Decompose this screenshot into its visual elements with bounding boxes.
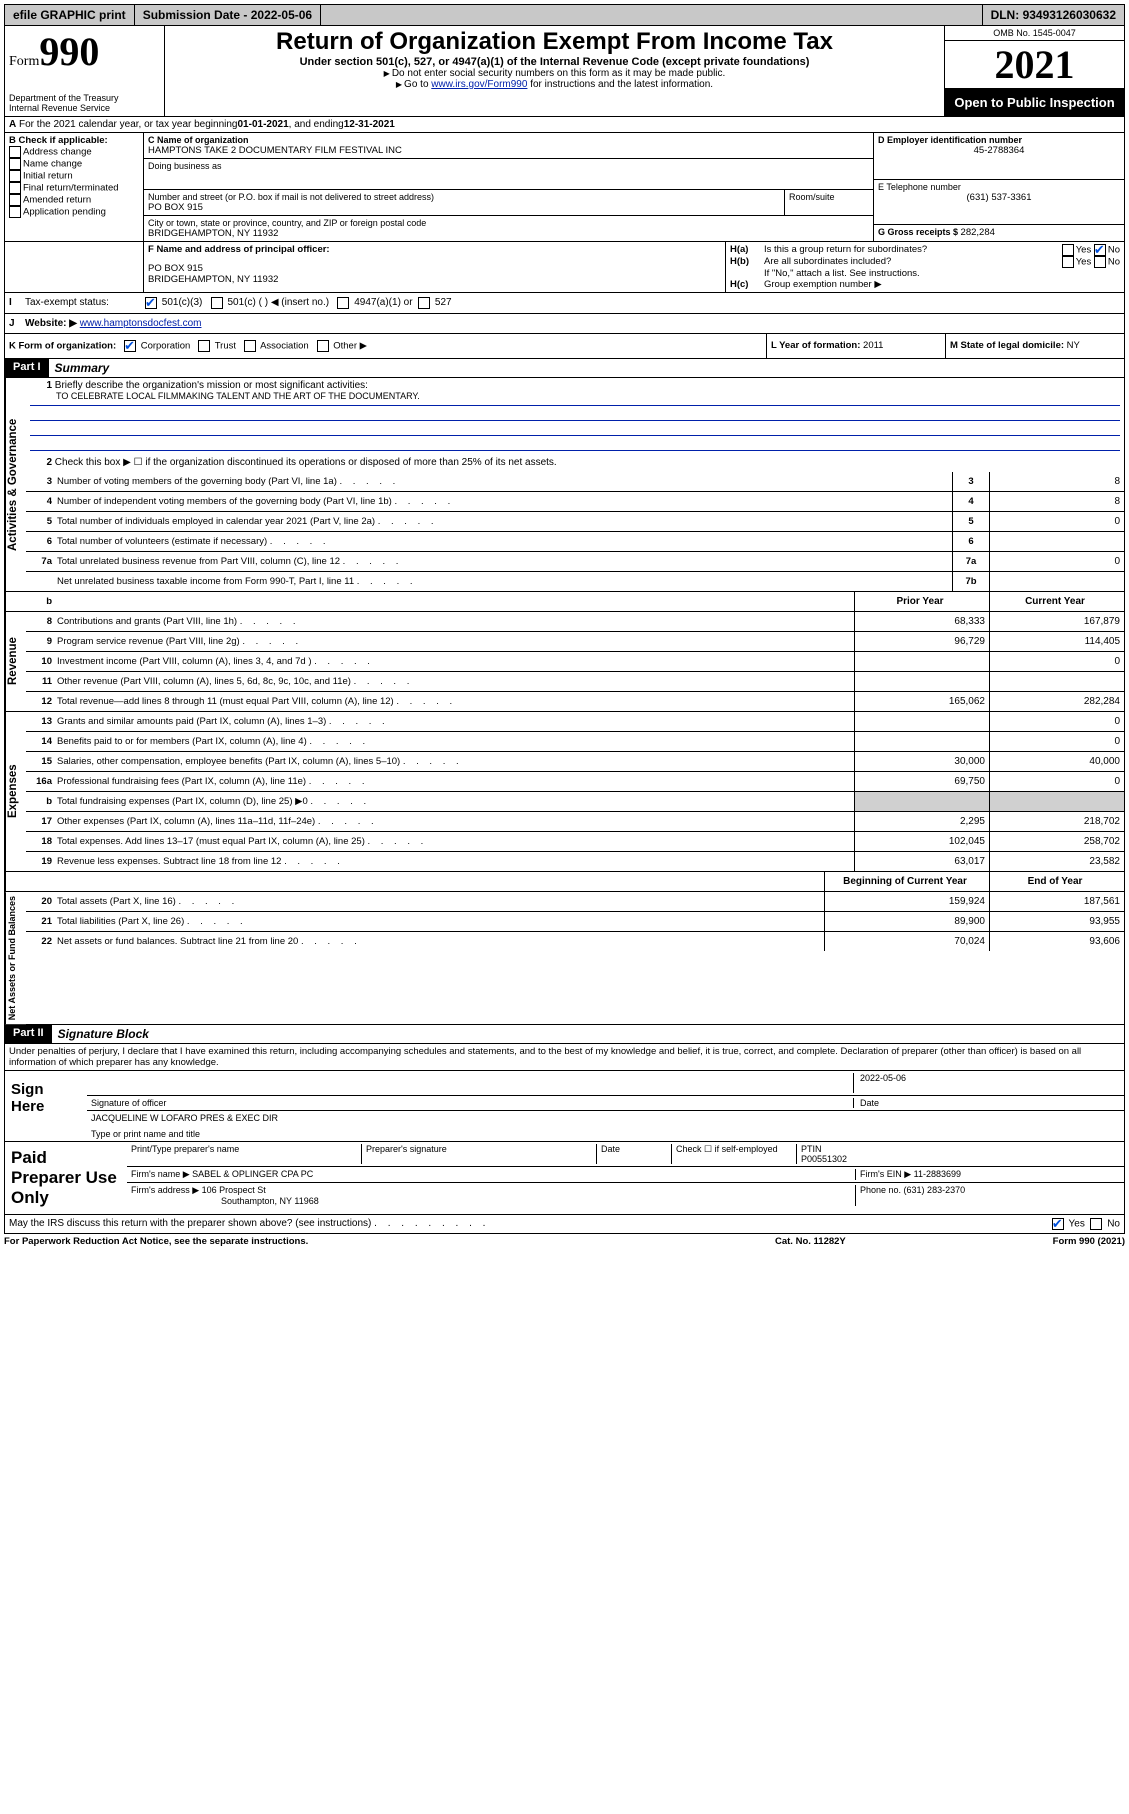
summary-line: 4Number of independent voting members of…: [26, 492, 1124, 512]
summary-line: 16aProfessional fundraising fees (Part I…: [26, 772, 1124, 792]
street: PO BOX 915: [148, 202, 780, 213]
summary-line: 8Contributions and grants (Part VIII, li…: [26, 612, 1124, 632]
dept-treasury: Department of the Treasury Internal Reve…: [9, 93, 160, 113]
summary-line: 17Other expenses (Part IX, column (A), l…: [26, 812, 1124, 832]
block-f-h: F Name and address of principal officer:…: [4, 242, 1125, 293]
line-a: A For the 2021 calendar year, or tax yea…: [4, 117, 1125, 133]
dln: DLN: 93493126030632: [982, 5, 1124, 25]
section-deg: D Employer identification number 45-2788…: [874, 133, 1124, 241]
net-header: Beginning of Current Year End of Year: [4, 872, 1125, 892]
section-b: B Check if applicable: Address change Na…: [5, 133, 144, 241]
part2-header: Part II Signature Block: [4, 1025, 1125, 1044]
line-j: J Website: ▶ www.hamptonsdocfest.com: [4, 314, 1125, 334]
form-title: Return of Organization Exempt From Incom…: [171, 28, 938, 56]
submission-date: Submission Date - 2022-05-06: [135, 5, 321, 25]
part1-header: Part I Summary: [4, 359, 1125, 378]
summary-line: 5Total number of individuals employed in…: [26, 512, 1124, 532]
header-mid: Return of Organization Exempt From Incom…: [165, 26, 944, 116]
phone: (631) 537-3361: [878, 192, 1120, 203]
city: BRIDGEHAMPTON, NY 11932: [148, 228, 869, 239]
efile-label: efile GRAPHIC print: [5, 5, 135, 25]
block-b-to-g: B Check if applicable: Address change Na…: [4, 133, 1125, 242]
section-c: C Name of organization HAMPTONS TAKE 2 D…: [144, 133, 874, 241]
activities-governance: Activities & Governance 1 Briefly descri…: [4, 378, 1125, 592]
summary-line: 9Program service revenue (Part VIII, lin…: [26, 632, 1124, 652]
sign-here-block: Sign Here 2022-05-06 Signature of office…: [4, 1071, 1125, 1142]
revenue-block: Revenue 8Contributions and grants (Part …: [4, 612, 1125, 712]
header-left: Form990 Department of the Treasury Inter…: [5, 26, 165, 116]
irs-link[interactable]: www.irs.gov/Form990: [431, 79, 527, 90]
summary-line: bTotal fundraising expenses (Part IX, co…: [26, 792, 1124, 812]
line-klm: K Form of organization: Corporation Trus…: [4, 334, 1125, 359]
summary-line: 13Grants and similar amounts paid (Part …: [26, 712, 1124, 732]
org-name: HAMPTONS TAKE 2 DOCUMENTARY FILM FESTIVA…: [148, 145, 869, 156]
rev-header: b Prior Year Current Year: [4, 592, 1125, 612]
summary-line: 11Other revenue (Part VIII, column (A), …: [26, 672, 1124, 692]
header-right: OMB No. 1545-0047 2021 Open to Public In…: [944, 26, 1124, 116]
paid-preparer-block: Paid Preparer Use Only Print/Type prepar…: [4, 1142, 1125, 1215]
form-header: Form990 Department of the Treasury Inter…: [4, 26, 1125, 117]
summary-line: 7aTotal unrelated business revenue from …: [26, 552, 1124, 572]
line-i: I Tax-exempt status: 501(c)(3) 501(c) ( …: [4, 293, 1125, 314]
officer-name: JACQUELINE W LOFARO PRES & EXEC DIR: [91, 1113, 278, 1129]
summary-line: 14Benefits paid to or for members (Part …: [26, 732, 1124, 752]
summary-line: 19Revenue less expenses. Subtract line 1…: [26, 852, 1124, 871]
net-assets-block: Net Assets or Fund Balances 20Total asse…: [4, 892, 1125, 1025]
summary-line: 6Total number of volunteers (estimate if…: [26, 532, 1124, 552]
summary-line: 10Investment income (Part VIII, column (…: [26, 652, 1124, 672]
topbar: efile GRAPHIC print Submission Date - 20…: [4, 4, 1125, 26]
summary-line: 21Total liabilities (Part X, line 26) . …: [26, 912, 1124, 932]
website-link[interactable]: www.hamptonsdocfest.com: [80, 318, 202, 329]
expenses-block: Expenses 13Grants and similar amounts pa…: [4, 712, 1125, 872]
summary-line: Net unrelated business taxable income fr…: [26, 572, 1124, 591]
summary-line: 3Number of voting members of the governi…: [26, 472, 1124, 492]
summary-line: 12Total revenue—add lines 8 through 11 (…: [26, 692, 1124, 711]
summary-line: 15Salaries, other compensation, employee…: [26, 752, 1124, 772]
summary-line: 20Total assets (Part X, line 16) . . . .…: [26, 892, 1124, 912]
footer: For Paperwork Reduction Act Notice, see …: [4, 1234, 1125, 1249]
summary-line: 18Total expenses. Add lines 13–17 (must …: [26, 832, 1124, 852]
may-discuss: May the IRS discuss this return with the…: [4, 1215, 1125, 1234]
mission: TO CELEBRATE LOCAL FILMMAKING TALENT AND…: [30, 391, 1120, 406]
ein: 45-2788364: [878, 145, 1120, 156]
declaration: Under penalties of perjury, I declare th…: [4, 1044, 1125, 1071]
gross-receipts: 282,284: [961, 227, 995, 238]
summary-line: 22Net assets or fund balances. Subtract …: [26, 932, 1124, 951]
